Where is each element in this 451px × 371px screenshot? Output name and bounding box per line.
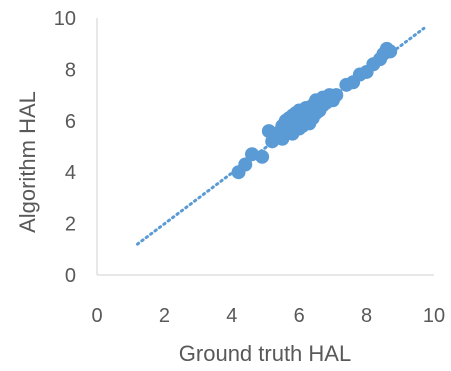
y-tick-label: 6 bbox=[65, 111, 76, 133]
y-axis-title: Algorithm HAL bbox=[15, 91, 40, 233]
x-axis-title: Ground truth HAL bbox=[179, 341, 351, 366]
y-tick-label: 2 bbox=[65, 214, 76, 236]
y-tick-labels: 0 2 4 6 8 10 bbox=[54, 8, 76, 287]
data-point bbox=[255, 149, 270, 164]
x-tick-label: 8 bbox=[361, 305, 372, 327]
data-points bbox=[231, 41, 398, 180]
y-tick-label: 0 bbox=[65, 265, 76, 287]
x-tick-label: 2 bbox=[159, 305, 170, 327]
x-tick-label: 0 bbox=[91, 305, 102, 327]
y-tick-label: 4 bbox=[65, 162, 76, 184]
x-tick-label: 4 bbox=[226, 305, 237, 327]
data-point bbox=[383, 44, 398, 59]
axes bbox=[96, 18, 434, 276]
y-tick-label: 8 bbox=[65, 59, 76, 81]
data-point bbox=[238, 157, 253, 172]
x-tick-label: 10 bbox=[423, 305, 445, 327]
x-tick-labels: 0 2 4 6 8 10 bbox=[91, 305, 445, 327]
data-point bbox=[329, 88, 344, 103]
x-tick-label: 6 bbox=[294, 305, 305, 327]
y-tick-label: 10 bbox=[54, 8, 76, 30]
